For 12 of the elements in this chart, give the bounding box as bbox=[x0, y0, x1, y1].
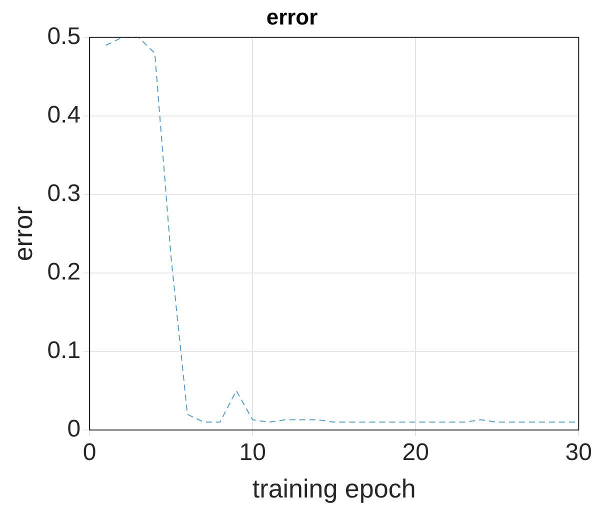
chart-title: error bbox=[266, 4, 318, 30]
y-tick-label: 0.4 bbox=[47, 102, 81, 129]
x-tick-label: 10 bbox=[239, 439, 266, 466]
y-tick-label: 0.5 bbox=[47, 23, 81, 50]
y-tick-label: 0.3 bbox=[47, 180, 81, 208]
y-axis-title: error bbox=[8, 206, 38, 262]
y-tick-label: 0.1 bbox=[47, 337, 81, 364]
x-axis-title: training epoch bbox=[252, 474, 416, 504]
y-tick-label: 0 bbox=[67, 416, 81, 443]
x-tick-label: 30 bbox=[565, 439, 592, 466]
y-tick-label: 0.2 bbox=[47, 258, 81, 286]
x-tick-label: 20 bbox=[402, 439, 429, 466]
